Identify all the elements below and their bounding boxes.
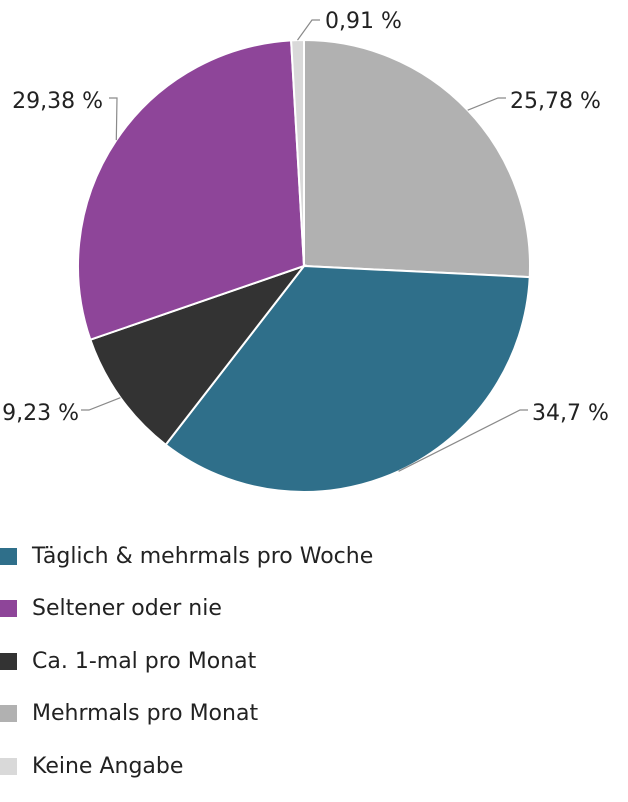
legend-label: Täglich & mehrmals pro Woche: [32, 543, 374, 569]
pie-slice: [164, 264, 531, 493]
legend: Täglich & mehrmals pro Woche Seltener od…: [0, 530, 628, 793]
slice-labels: 25,78 % 34,7 % 9,23 % 29,38 % 0,91 %: [2, 9, 609, 426]
legend-item-mehrmals-monat: Mehrmals pro Monat: [0, 688, 628, 741]
slice-percent-label: 9,23 %: [2, 401, 79, 426]
leader-lines: [81, 19, 528, 472]
leader-line: [467, 97, 506, 111]
pie-slice: [89, 263, 307, 447]
leader-line: [81, 397, 121, 411]
legend-label: Ca. 1-mal pro Monat: [32, 648, 257, 674]
legend-label: Seltener oder nie: [32, 596, 222, 622]
legend-label: Mehrmals pro Monat: [32, 701, 259, 727]
slice-percent-label: 25,78 %: [510, 89, 601, 114]
legend-label: Keine Angabe: [32, 753, 184, 779]
legend-swatch: [0, 705, 17, 723]
leader-line: [297, 19, 320, 41]
legend-swatch: [0, 600, 17, 618]
legend-item-seltener: Seltener oder nie: [0, 583, 628, 636]
slice-percent-label: 0,91 %: [325, 9, 402, 34]
pie-slice: [77, 39, 306, 342]
slice-percent-label: 29,38 %: [12, 89, 103, 114]
legend-swatch: [0, 757, 17, 775]
leader-line: [109, 97, 118, 141]
pie-slices: [77, 38, 531, 493]
leader-line: [398, 409, 528, 472]
legend-swatch: [0, 652, 17, 670]
legend-swatch: [0, 547, 17, 565]
legend-item-keine-angabe: Keine Angabe: [0, 740, 628, 793]
slice-percent-label: 34,7 %: [532, 401, 609, 426]
pie-slice: [303, 38, 531, 279]
pie-chart: 25,78 % 34,7 % 9,23 % 29,38 % 0,91 %: [2, 9, 609, 493]
legend-item-monatlich: Ca. 1-mal pro Monat: [0, 635, 628, 688]
legend-item-taeglich: Täglich & mehrmals pro Woche: [0, 530, 628, 583]
